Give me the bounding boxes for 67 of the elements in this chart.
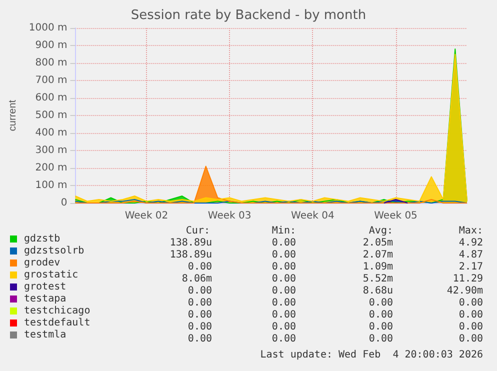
text: 2.05m bbox=[362, 238, 394, 248]
text: 1.09m bbox=[362, 262, 394, 272]
text: 0.00 bbox=[458, 298, 484, 308]
text: 0.00 bbox=[188, 262, 212, 272]
y-tick-label: 1000 m bbox=[28, 22, 68, 34]
x-tick-label: Week 05 bbox=[374, 210, 418, 222]
text: 138.89u bbox=[170, 250, 212, 260]
text: 0.00 bbox=[272, 238, 296, 248]
text: 0.00 bbox=[188, 298, 212, 308]
text: Last update: Wed Feb 4 20:00:03 2026 bbox=[260, 350, 484, 360]
text: 0.00 bbox=[458, 322, 484, 332]
y-tick-label: 900 m bbox=[35, 40, 68, 51]
text: 4.87 bbox=[458, 250, 484, 260]
text: Cur: bbox=[186, 226, 210, 236]
y-tick-label: 100 m bbox=[35, 180, 68, 191]
legend-label: gdzstsolrb bbox=[24, 246, 84, 256]
text: 0.00 bbox=[368, 310, 394, 320]
text: 138.89u bbox=[170, 238, 212, 248]
legend-label: gdzstb bbox=[24, 234, 60, 244]
text: 8.68u bbox=[362, 286, 394, 296]
x-tick-label: Week 03 bbox=[208, 210, 252, 222]
y-tick-label: 800 m bbox=[35, 58, 68, 68]
text: 0.00 bbox=[272, 334, 296, 344]
text: 2.17 bbox=[458, 262, 484, 272]
text: 0.00 bbox=[272, 262, 296, 272]
y-tick-label: 300 m bbox=[35, 145, 68, 156]
text: 0.00 bbox=[458, 310, 484, 320]
y-tick-label: 700 m bbox=[35, 75, 68, 86]
text: 5.52m bbox=[362, 274, 394, 284]
text: 0.00 bbox=[368, 322, 394, 332]
y-tick-label: 200 m bbox=[35, 162, 68, 174]
text: 0.00 bbox=[368, 334, 394, 344]
x-tick-label: Week 04 bbox=[291, 210, 334, 222]
text: Min: bbox=[272, 226, 296, 236]
text: 0.00 bbox=[272, 298, 296, 308]
y-tick-label: 400 m bbox=[35, 128, 68, 138]
text: 42.90m bbox=[446, 286, 483, 296]
text: 0.00 bbox=[272, 286, 296, 296]
text: Max: bbox=[458, 226, 483, 236]
x-tick-label: Week 02 bbox=[124, 210, 168, 222]
text: 0.00 bbox=[188, 322, 212, 332]
text: 4.92 bbox=[458, 238, 484, 248]
y-axis-title: current bbox=[8, 100, 18, 132]
text: 8.06m bbox=[182, 274, 212, 284]
legend-label: grodev bbox=[24, 258, 60, 268]
y-tick-label: 0 bbox=[60, 198, 68, 208]
legend-label: grotest bbox=[24, 282, 66, 292]
y-tick-label: 600 m bbox=[35, 92, 68, 104]
text: 0.00 bbox=[188, 310, 212, 320]
text: 0.00 bbox=[188, 334, 212, 344]
text: 0.00 bbox=[368, 298, 394, 308]
text: 2.07m bbox=[362, 250, 394, 260]
legend-label: grostatic bbox=[24, 270, 78, 280]
text: 11.29 bbox=[452, 274, 484, 284]
text: 0.00 bbox=[272, 310, 296, 320]
legend-label: testchicago bbox=[24, 306, 90, 316]
text: 0.00 bbox=[272, 274, 296, 284]
text: 0.00 bbox=[458, 334, 484, 344]
legend-label: testmla bbox=[24, 330, 66, 340]
text: 0.00 bbox=[272, 250, 296, 260]
y-tick-label: 500 m bbox=[35, 110, 68, 121]
text: 0.00 bbox=[188, 286, 212, 296]
legend-label: testdefault bbox=[24, 318, 90, 328]
chart-title: Session rate by Backend - by month bbox=[130, 8, 366, 23]
text: 0.00 bbox=[272, 322, 296, 332]
legend-label: testapa bbox=[24, 294, 66, 304]
text: Avg: bbox=[368, 226, 393, 236]
